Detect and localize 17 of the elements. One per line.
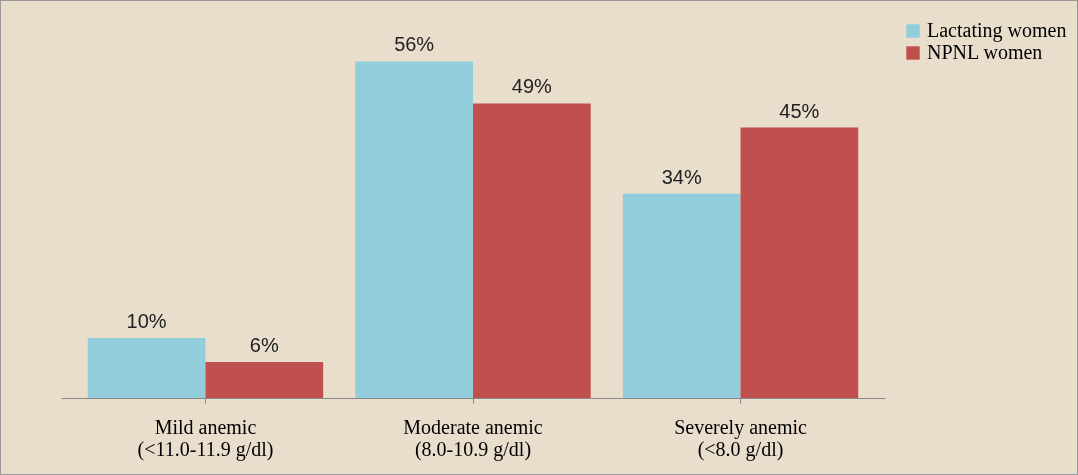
data-label: 6% — [249, 333, 279, 356]
bar — [355, 61, 473, 398]
data-label: 10% — [126, 309, 167, 332]
x-tick-label: Severely anemic (<8.0 g/dl) — [674, 415, 808, 461]
legend-label: Lactating women — [927, 19, 1067, 42]
bar — [622, 193, 741, 398]
x-tick-label: Mild anemic (<11.0-11.9 g/dl) — [137, 415, 274, 461]
bar — [473, 103, 591, 398]
bar — [740, 127, 859, 398]
legend-label: NPNL women — [927, 41, 1043, 63]
bar — [87, 337, 206, 398]
x-tick-label: Moderate anemic (8.0-10.9 g/dl) — [403, 415, 543, 461]
data-label: 34% — [661, 165, 702, 188]
bar — [205, 361, 324, 398]
data-label: 49% — [511, 75, 553, 98]
data-label: 45% — [779, 99, 820, 122]
data-label: 56% — [394, 33, 435, 56]
